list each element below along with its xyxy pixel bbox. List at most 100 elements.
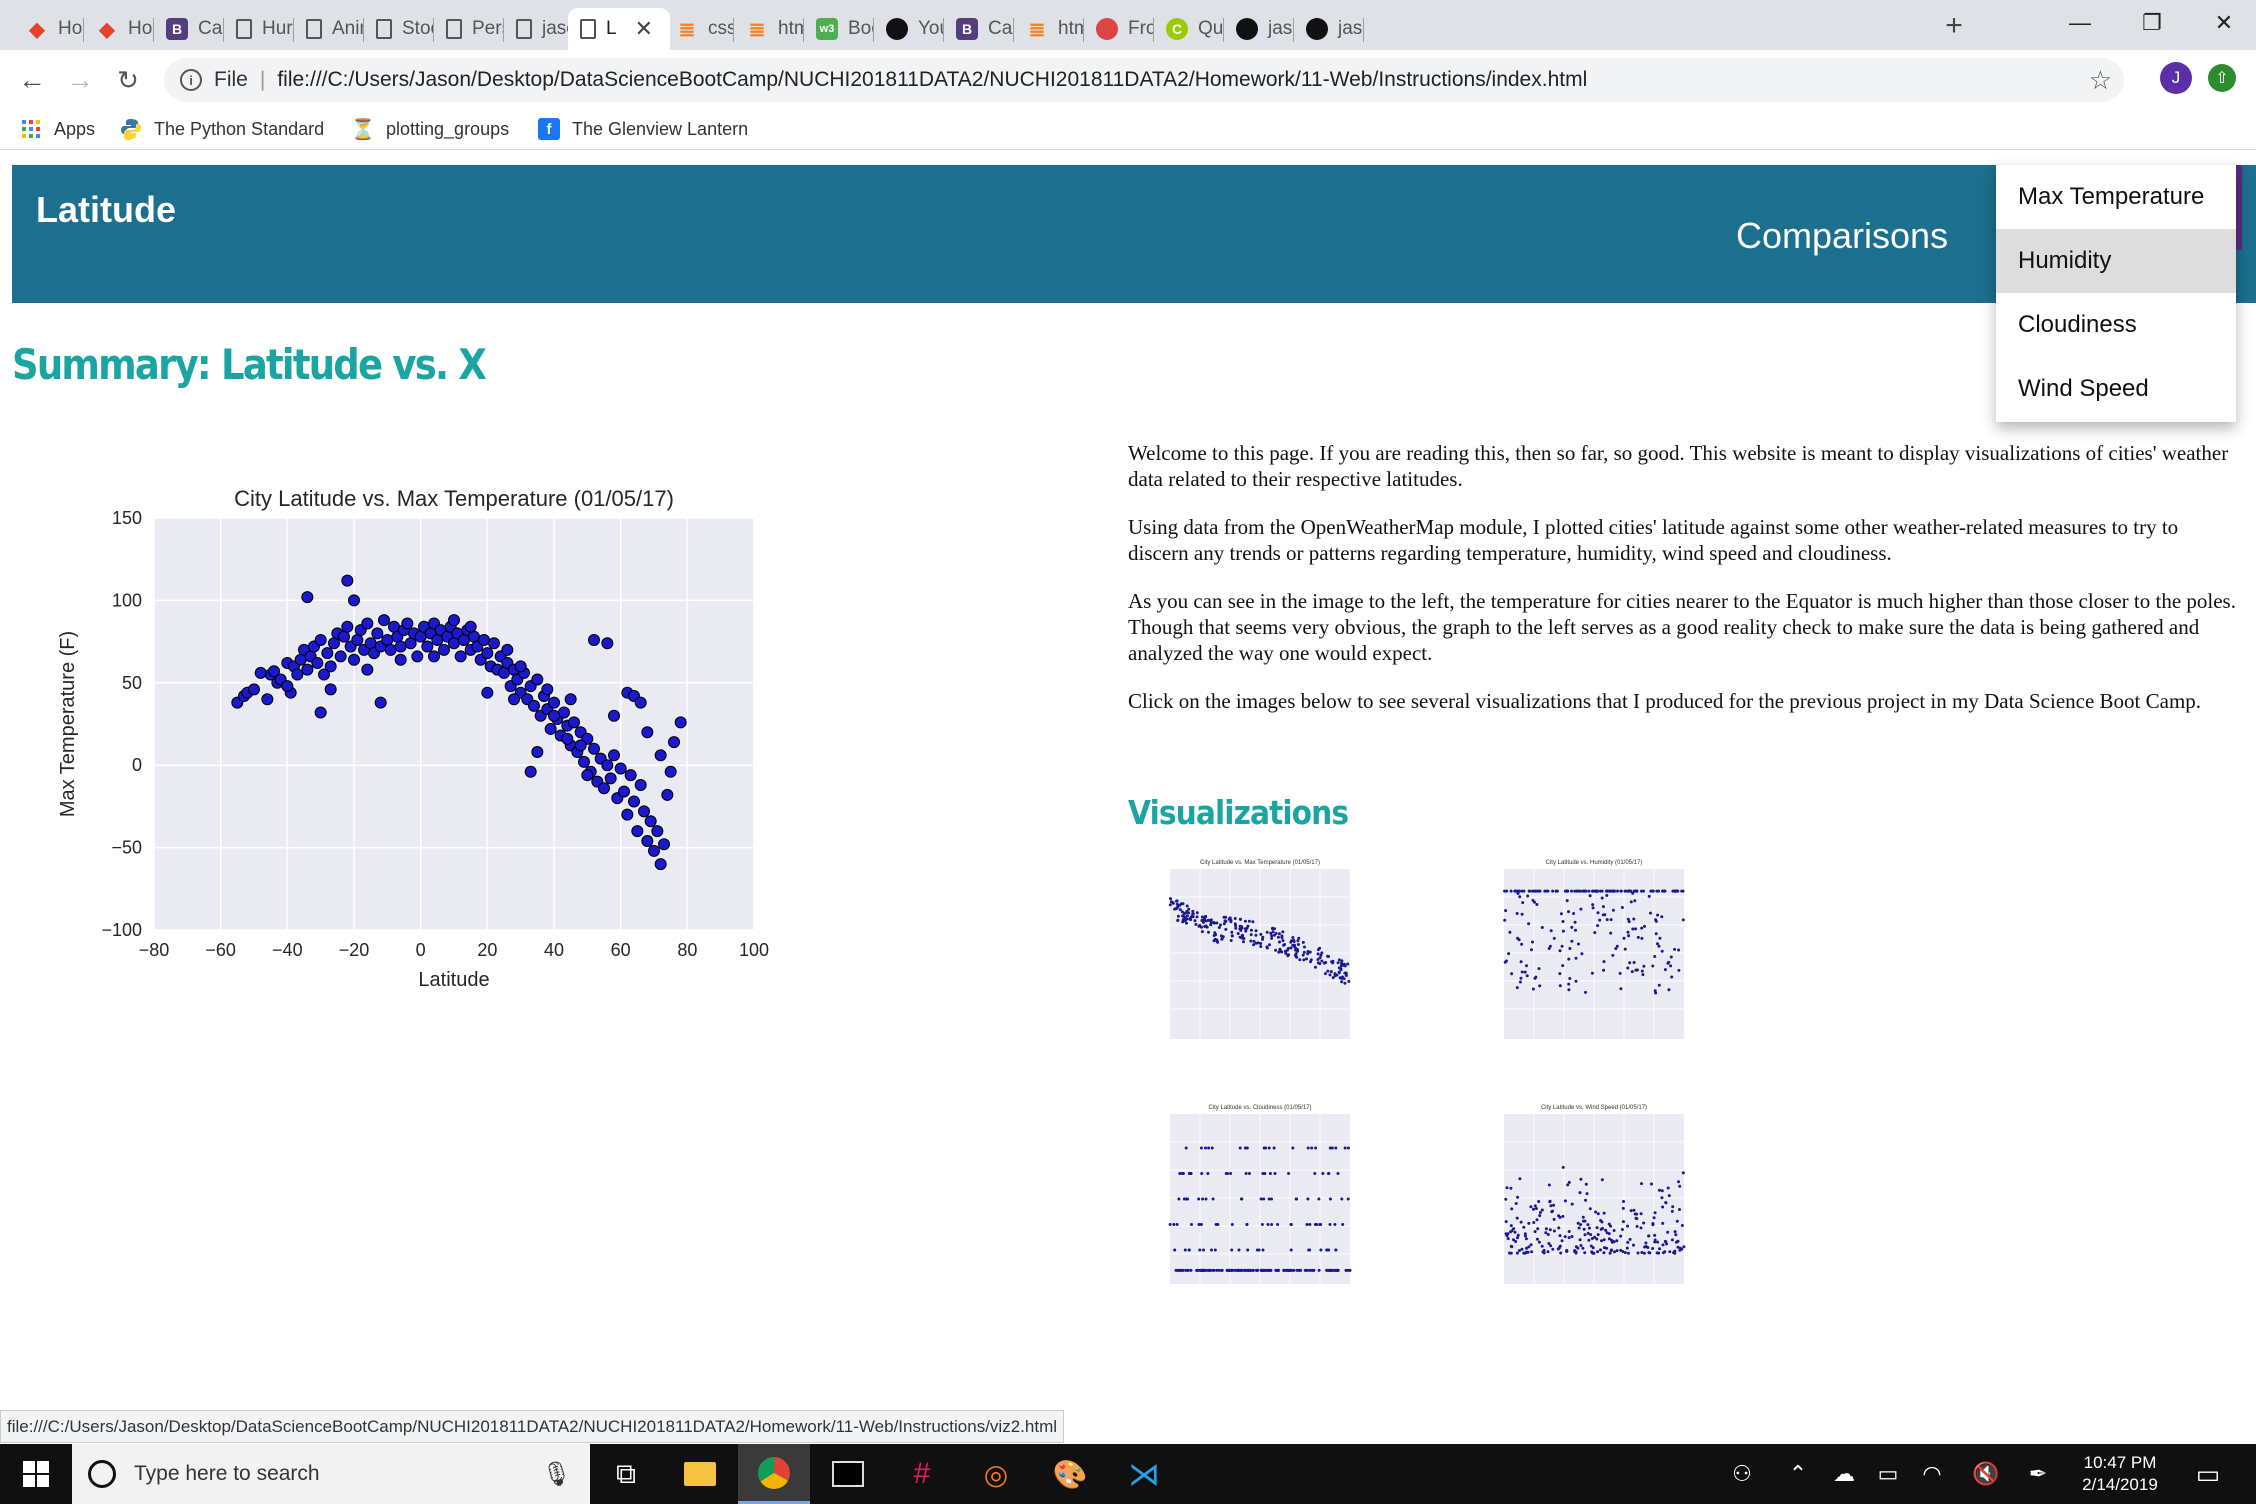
thumbnail-point bbox=[1654, 991, 1658, 995]
thumbnail-point bbox=[1190, 1223, 1193, 1226]
minimize-button[interactable]: — bbox=[2069, 10, 2091, 35]
extension-icon[interactable]: ⇧ bbox=[2208, 64, 2236, 92]
bookmark-python[interactable]: The Python Standard bbox=[120, 114, 324, 144]
browser-tab[interactable]: Perso bbox=[434, 8, 504, 50]
bookmark-plotting-groups[interactable]: ⏳ plotting_groups bbox=[351, 114, 510, 144]
close-tab-icon[interactable]: ✕ bbox=[634, 16, 654, 41]
browser-tab[interactable]: L ✕ bbox=[568, 8, 670, 50]
tab-separator bbox=[1223, 18, 1224, 42]
browser-tab[interactable]: w3 Boot bbox=[804, 8, 874, 50]
windows-start-button[interactable] bbox=[0, 1444, 72, 1504]
reload-icon[interactable]: ↻ bbox=[117, 64, 139, 95]
thumbnail-humidity[interactable]: City Latitude vs. Humidity (01/05/17) bbox=[1474, 855, 1694, 1055]
thumbnail-point bbox=[1682, 1245, 1686, 1249]
thumbnail-point bbox=[1581, 1215, 1585, 1219]
browser-tab[interactable]: jason bbox=[1294, 8, 1364, 50]
data-point bbox=[301, 663, 314, 676]
data-point bbox=[634, 696, 647, 709]
data-point bbox=[541, 683, 554, 696]
slack-icon[interactable]: # bbox=[913, 1457, 931, 1490]
thumbnail-wind-speed[interactable]: City Latitude vs. Wind Speed (01/05/17) bbox=[1474, 1100, 1694, 1300]
site-brand-link[interactable]: Latitude bbox=[36, 189, 176, 230]
paint-icon[interactable]: 🎨 bbox=[1052, 1458, 1088, 1490]
battery-icon[interactable]: ▭ bbox=[1877, 1461, 1899, 1486]
dropdown-item-cloudiness[interactable]: Cloudiness bbox=[2018, 311, 2137, 338]
browser-tab[interactable]: ≣ html bbox=[1014, 8, 1084, 50]
bookmark-apps[interactable]: Apps bbox=[20, 114, 95, 144]
thumbnail-point bbox=[1340, 961, 1343, 965]
thumbnail-point bbox=[1249, 928, 1253, 932]
new-tab-button[interactable]: + bbox=[1945, 9, 1963, 42]
wifi-icon[interactable]: ◠ bbox=[1922, 1461, 1942, 1486]
thumbnail-point bbox=[1271, 927, 1275, 931]
task-view-icon[interactable]: ⧉ bbox=[616, 1457, 636, 1489]
thumbnail-point bbox=[1563, 1235, 1567, 1239]
profile-avatar[interactable]: J bbox=[2160, 62, 2192, 94]
thumbnail-point bbox=[1333, 1223, 1337, 1226]
chrome-icon[interactable] bbox=[738, 1444, 810, 1504]
browser-tab[interactable]: ◆ Hom bbox=[14, 8, 84, 50]
browser-tab[interactable]: Stock bbox=[364, 8, 434, 50]
thumbnail-point bbox=[1315, 1223, 1319, 1226]
taskbar-search-box[interactable]: Type here to search 🎙 bbox=[72, 1444, 590, 1504]
people-icon[interactable]: ⚇ bbox=[1732, 1461, 1752, 1486]
terminal-icon[interactable] bbox=[812, 1444, 884, 1504]
thumbnail-max-temperature[interactable]: City Latitude vs. Max Temperature (01/05… bbox=[1140, 855, 1360, 1055]
dropdown-item-humidity[interactable]: Humidity bbox=[1996, 229, 2236, 293]
maximize-button[interactable]: ❐ bbox=[2142, 10, 2162, 35]
dropdown-item-max-temperature[interactable]: Max Temperature bbox=[2018, 183, 2205, 210]
browser-tab[interactable]: Anim bbox=[294, 8, 364, 50]
data-point bbox=[364, 637, 377, 650]
file-explorer-icon[interactable] bbox=[664, 1444, 736, 1504]
comparisons-dropdown-toggle[interactable]: Comparisons bbox=[1736, 215, 1949, 256]
notification-center-icon[interactable]: ▭ bbox=[2195, 1458, 2221, 1489]
pen-workspace-icon[interactable]: ✒ bbox=[2028, 1461, 2048, 1486]
thumbnail-point bbox=[1306, 950, 1310, 953]
browser-tab[interactable]: ≣ html bbox=[734, 8, 804, 50]
thumbnail-point bbox=[1269, 931, 1273, 935]
browser-tab[interactable]: ≣ css - bbox=[664, 8, 734, 50]
browser-tab[interactable]: ◆ Hom bbox=[84, 8, 154, 50]
thumbnail-point bbox=[1509, 889, 1513, 893]
thumbnail-point bbox=[1666, 961, 1670, 965]
dropdown-item-wind-speed[interactable]: Wind Speed bbox=[2018, 375, 2149, 402]
browser-tab[interactable]: C Quick bbox=[1154, 8, 1224, 50]
jupyter-icon[interactable]: ◎ bbox=[983, 1458, 1009, 1490]
thumbnail-point bbox=[1529, 1205, 1533, 1209]
thumbnail-point bbox=[1294, 955, 1298, 959]
thumbnail-point bbox=[1656, 942, 1659, 946]
data-point bbox=[318, 668, 330, 681]
address-bar[interactable]: i File | file:///C:/Users/Jason/Desktop/… bbox=[164, 58, 2124, 102]
bookmark-star-icon[interactable]: ☆ bbox=[2088, 64, 2112, 95]
info-icon[interactable]: i bbox=[180, 69, 202, 91]
thumbnail-cloudiness[interactable]: City Latitude vs. Cloudiness (01/05/17) bbox=[1140, 1100, 1360, 1300]
browser-tab[interactable]: From bbox=[1084, 8, 1154, 50]
show-hidden-icons-chevron-icon[interactable]: ⌃ bbox=[1788, 1461, 1808, 1486]
onedrive-icon[interactable]: ☁ bbox=[1833, 1461, 1855, 1486]
volume-muted-icon[interactable]: 🔇 bbox=[1972, 1461, 2000, 1486]
thumbnail-point bbox=[1626, 1224, 1630, 1228]
browser-tab[interactable]: jason bbox=[1224, 8, 1294, 50]
browser-tab[interactable]: Hurri bbox=[224, 8, 294, 50]
back-icon[interactable]: ← bbox=[18, 64, 46, 95]
browser-tab[interactable]: B Card bbox=[944, 8, 1014, 50]
thumbnail-point bbox=[1273, 1172, 1277, 1175]
thumbnail-point bbox=[1509, 1186, 1513, 1190]
browser-tab[interactable]: B Card bbox=[154, 8, 224, 50]
thumbnail-point bbox=[1261, 935, 1265, 939]
thumbnail-point bbox=[1316, 958, 1320, 961]
address-url[interactable]: file:///C:/Users/Jason/Desktop/DataScien… bbox=[277, 68, 1588, 91]
close-window-button[interactable]: ✕ bbox=[2214, 10, 2234, 35]
taskbar-clock[interactable]: 10:47 PM 2/14/2019 bbox=[2060, 1452, 2180, 1496]
forward-icon[interactable]: → bbox=[66, 64, 94, 95]
browser-tab[interactable]: jason bbox=[504, 8, 574, 50]
page-icon bbox=[376, 19, 392, 39]
bookmark-glenview-lantern[interactable]: f The Glenview Lantern bbox=[538, 114, 748, 144]
browser-tab[interactable]: Your bbox=[874, 8, 944, 50]
vscode-icon[interactable]: ⋊ bbox=[1128, 1456, 1160, 1492]
chart-title: City Latitude vs. Max Temperature (01/05… bbox=[234, 486, 674, 511]
thumbnail-point bbox=[1591, 903, 1595, 907]
thumbnail-point bbox=[1327, 1172, 1331, 1175]
data-point bbox=[674, 716, 687, 729]
microphone-icon[interactable]: 🎙 bbox=[541, 1460, 572, 1488]
